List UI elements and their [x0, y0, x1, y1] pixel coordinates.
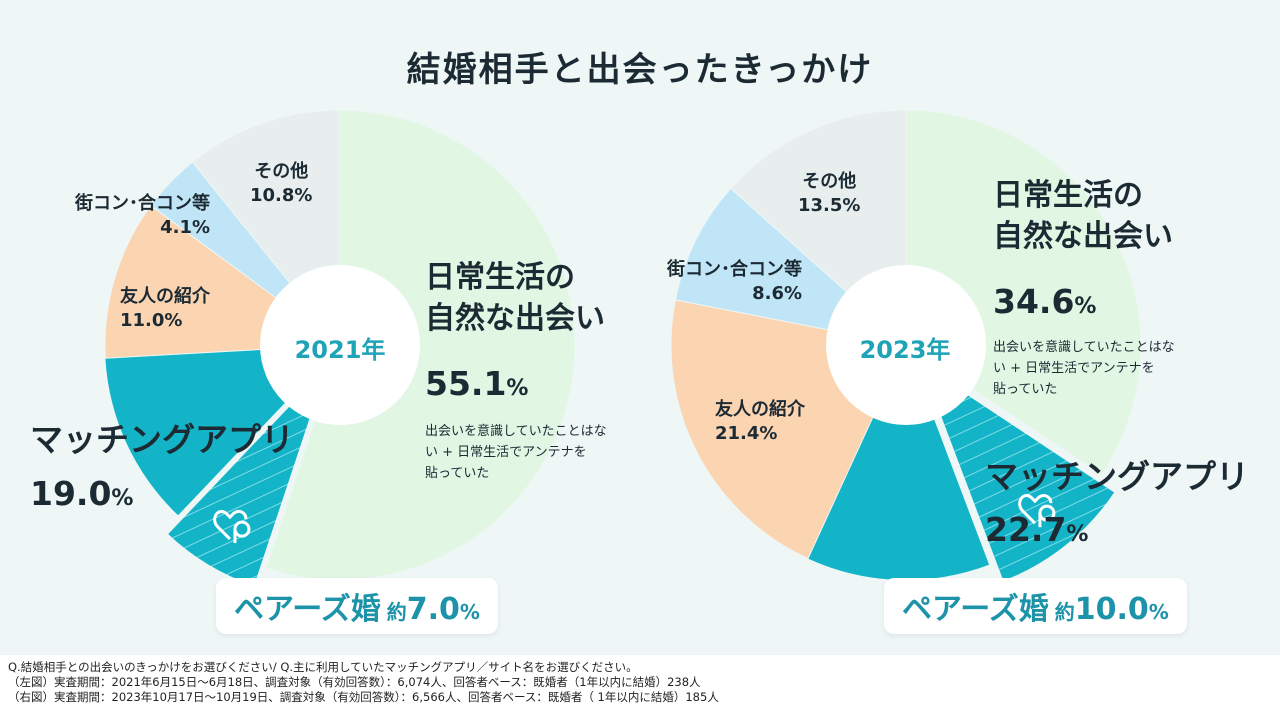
- center-hole: [260, 265, 420, 425]
- daily-note-2021: 出会いを意識していたことはない + 日常生活でアンテナを 貼っていた: [425, 424, 607, 481]
- center-label-2021: 2021年: [294, 336, 386, 364]
- event-label-2023: 街コン･合コン等 8.6%: [667, 259, 802, 305]
- pairs-logo-icon: [213, 509, 251, 544]
- center-hole: [826, 265, 986, 425]
- other-label-2021: その他 10.8%: [250, 161, 313, 207]
- daily-pct-2021: 55.1%: [425, 364, 529, 403]
- pairs-badge-2021: ペアーズ婚 約7.0%: [216, 578, 498, 634]
- event-label-2021: 街コン･合コン等 4.1%: [75, 193, 210, 239]
- friend-label-2023: 友人の紹介 21.4%: [715, 399, 805, 445]
- pairs-logo-icon: [1018, 494, 1056, 528]
- pie-charts: [104, 109, 1142, 589]
- other-label-2023: その他 13.5%: [798, 171, 861, 217]
- daily-label-2023: 日常生活の 自然な出会い: [993, 178, 1173, 254]
- footnote: （右図）実査期間：2023年10月17日～10月19日、調査対象（有効回答数）：…: [8, 690, 719, 704]
- center-label-2023: 2023年: [859, 336, 951, 364]
- app-label-2023: マッチングアプリ: [985, 457, 1249, 496]
- pairs-badge-2023: ペアーズ婚 約10.0%: [884, 578, 1187, 634]
- page-title: 結婚相手と出会ったきっかけ: [406, 50, 874, 90]
- app-pct-2023: 22.7%: [985, 510, 1089, 549]
- footnote: Q.結婚相手との出会いのきっかけをお選びください/ Q.主に利用していたマッチン…: [8, 660, 638, 674]
- app-label-2021: マッチングアプリ: [30, 420, 294, 459]
- friend-label-2021: 友人の紹介 11.0%: [120, 286, 210, 332]
- footnotes: Q.結婚相手との出会いのきっかけをお選びください/ Q.主に利用していたマッチン…: [8, 660, 719, 705]
- app-pct-2021: 19.0%: [30, 474, 134, 513]
- daily-label-2021: 日常生活の 自然な出会い: [425, 260, 605, 336]
- footnote: （左図）実査期間：2021年6月15日～6月18日、調査対象（有効回答数）：6,…: [8, 675, 701, 689]
- infographic: 結婚相手と出会ったきっかけ 2021年 日常生活の 自然な出会い 55.1% 出会…: [0, 0, 1280, 655]
- slice-daily: [265, 109, 576, 581]
- daily-pct-2023: 34.6%: [993, 282, 1097, 321]
- slice-app: [808, 345, 990, 580]
- daily-note-2023: 出会いを意識していたことはない + 日常生活でアンテナを 貼っていた: [993, 340, 1175, 397]
